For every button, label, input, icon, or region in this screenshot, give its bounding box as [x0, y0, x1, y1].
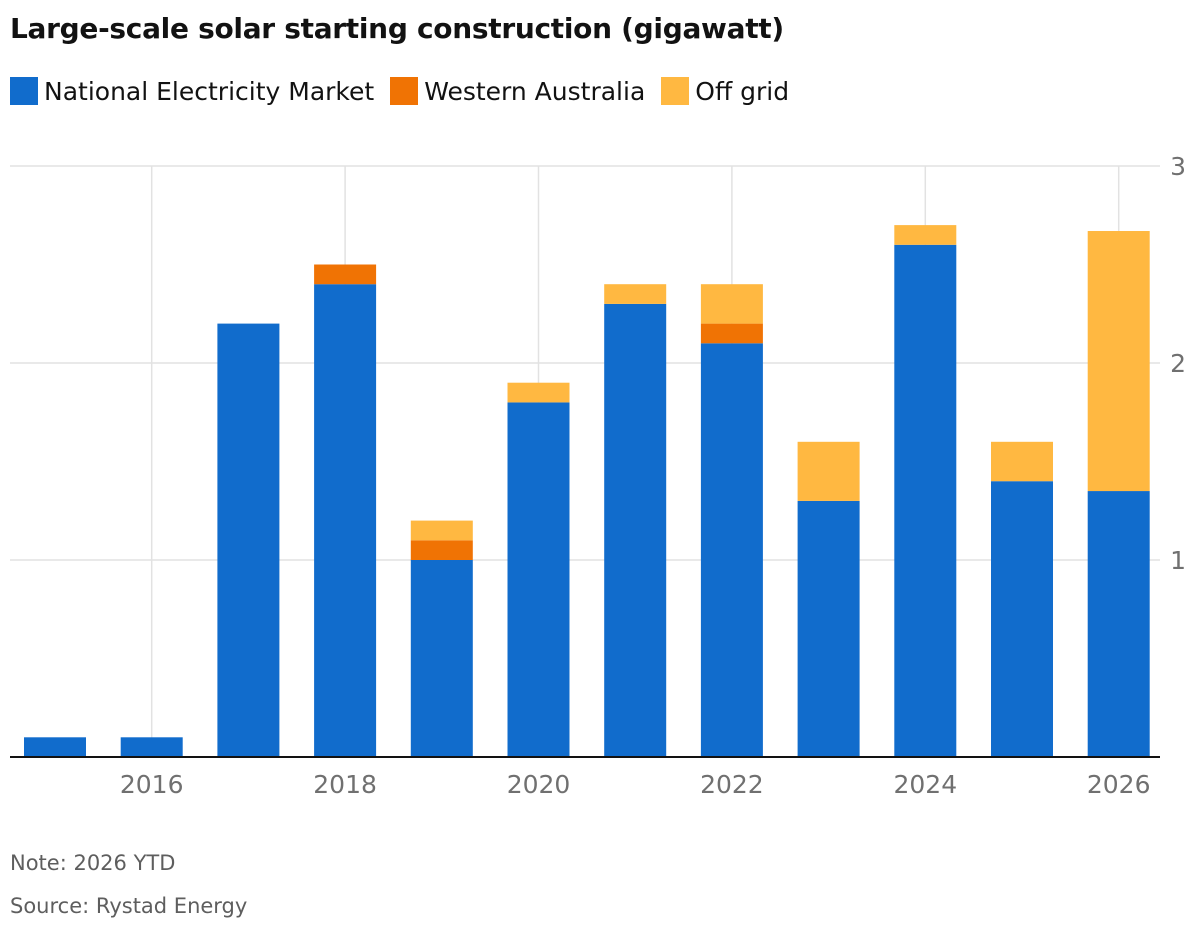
bar-segment-offgrid: [410, 520, 473, 541]
bar-segment-wa: [410, 540, 473, 560]
bar-segment-nem: [24, 737, 86, 757]
bar-segment-offgrid: [507, 382, 570, 403]
legend-label-wa: Western Australia: [424, 76, 646, 106]
bar-segment-nem: [507, 402, 570, 757]
y-tick-label: 2: [1170, 349, 1186, 378]
bar-segment-offgrid: [604, 284, 667, 304]
bar-segment-nem: [604, 303, 667, 757]
legend-swatch-wa: [390, 77, 419, 105]
legend-swatch-offgrid: [661, 77, 690, 105]
legend: National Electricity Market Western Aust…: [10, 74, 805, 108]
legend-label-offgrid: Off grid: [695, 76, 790, 106]
x-tick-label: 2018: [313, 770, 377, 799]
bar-segment-offgrid: [700, 284, 763, 324]
chart-title: Large-scale solar starting construction …: [10, 12, 784, 45]
bar-segment-offgrid: [894, 225, 957, 245]
legend-swatch-nem: [10, 77, 38, 105]
x-tick-label: 2020: [507, 770, 571, 799]
bar-segment-offgrid: [1087, 231, 1150, 492]
chart-source: Source: Rystad Energy: [10, 894, 248, 918]
bar-segment-nem: [217, 323, 280, 757]
bar-segment-nem: [314, 284, 377, 757]
axis-layer: 1 2 3 2016 2018 2020 2022 2024 2026: [10, 152, 1186, 799]
bar-segment-nem: [1087, 491, 1150, 757]
bar-segment-nem: [894, 244, 957, 758]
bar-segment-offgrid: [797, 441, 860, 501]
x-tick-label: 2024: [893, 770, 957, 799]
bar-segment-nem: [120, 737, 183, 757]
bar-segment-wa: [700, 323, 763, 344]
y-tick-label: 3: [1170, 152, 1186, 181]
bar-segment-nem: [410, 560, 473, 757]
legend-item-wa: Western Australia: [390, 77, 645, 106]
bar-segment-offgrid: [991, 441, 1053, 482]
chart-note: Note: 2026 YTD: [10, 851, 176, 875]
bar-segment-wa: [314, 264, 377, 285]
bar-segment-nem: [797, 500, 860, 757]
x-tick-label: 2022: [700, 770, 764, 799]
legend-label-nem: National Electricity Market: [44, 76, 375, 106]
y-tick-label: 1: [1170, 546, 1186, 575]
x-tick-label: 2016: [120, 770, 184, 799]
legend-item-offgrid: Off grid: [661, 77, 789, 106]
bar-layer: [24, 225, 1150, 758]
bar-segment-nem: [700, 343, 763, 757]
legend-item-nem: National Electricity Market: [10, 77, 374, 106]
bar-segment-nem: [991, 481, 1053, 757]
x-tick-label: 2026: [1087, 770, 1151, 799]
grid-layer: [10, 165, 1160, 757]
